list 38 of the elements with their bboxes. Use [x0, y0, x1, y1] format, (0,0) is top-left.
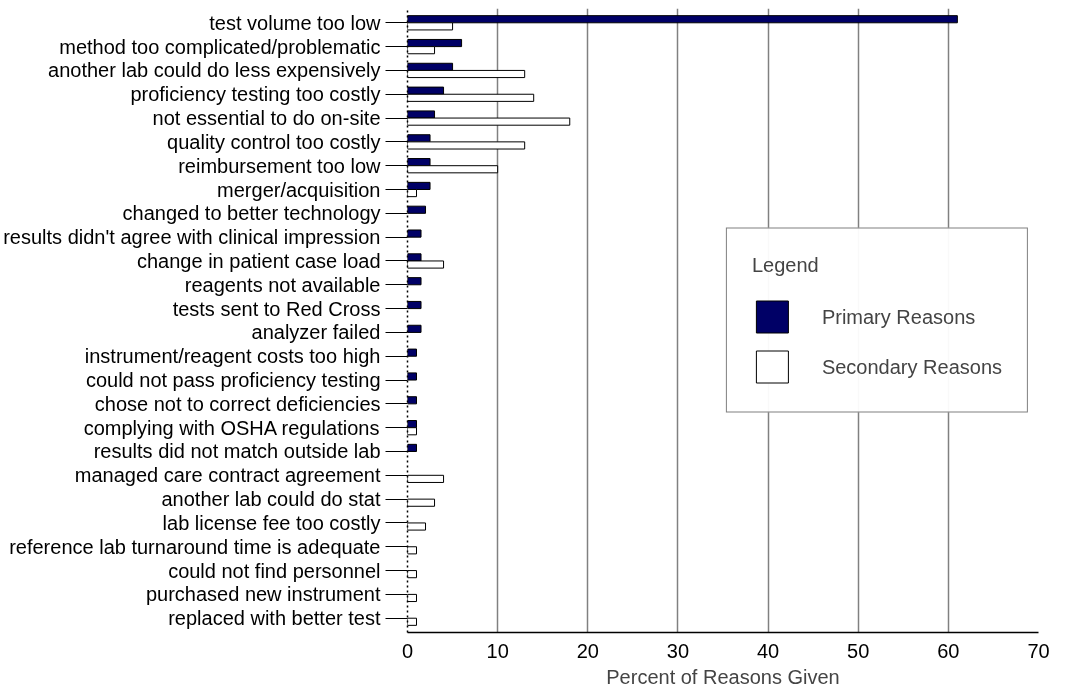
x-tick-label: 0: [401, 639, 414, 662]
y-tick-label: reimbursement too low: [178, 154, 382, 177]
y-tick-label: proficiency testing too costly: [130, 83, 381, 106]
y-tick-label: lab license fee too costly: [162, 511, 381, 534]
y-tick-label: managed care contract agreement: [74, 464, 381, 487]
y-tick-label: results didn't agree with clinical impression: [3, 226, 381, 249]
x-tick-label: 60: [937, 639, 960, 662]
y-tick-label: could not pass proficiency testing: [85, 369, 381, 392]
y-tick-label: results did not match outside lab: [93, 440, 381, 463]
y-tick-label: another lab could do stat: [161, 488, 381, 511]
y-tick-label: not essential to do on-site: [152, 107, 381, 130]
legend-title: Legend: [751, 253, 820, 277]
y-tick-label: could not find personnel: [168, 559, 381, 582]
y-tick-label: analyzer failed: [251, 321, 381, 344]
x-tick-label: 50: [847, 639, 870, 662]
y-tick-label: change in patient case load: [136, 249, 381, 272]
y-tick-label: chose not to correct deficiencies: [94, 392, 381, 415]
y-tick-label: replaced with better test: [168, 607, 381, 630]
y-tick-label: instrument/reagent costs too high: [84, 345, 381, 368]
y-tick-label: test volume too low: [209, 11, 382, 34]
x-tick-label: 20: [576, 639, 599, 662]
x-axis-title: Percent of Reasons Given: [606, 665, 840, 688]
y-tick-label: method too complicated/problematic: [59, 35, 381, 58]
legend-label: Secondary Reasons: [821, 355, 1002, 378]
y-tick-label: reagents not available: [184, 273, 381, 296]
x-tick-label: 70: [1027, 639, 1050, 662]
y-tick-label: merger/acquisition: [217, 178, 381, 201]
legend-label: Primary Reasons: [821, 305, 976, 328]
y-tick-label: complying with OSHA regulations: [83, 416, 380, 439]
y-tick-label: reference lab turnaround time is adequate: [9, 535, 381, 558]
y-tick-label: tests sent to Red Cross: [172, 297, 381, 320]
x-tick-label: 10: [486, 639, 509, 662]
y-tick-label: another lab could do less expensively: [48, 59, 381, 82]
x-tick-label: 40: [756, 639, 780, 662]
x-tick-label: 30: [666, 639, 690, 662]
y-tick-label: quality control too costly: [167, 130, 381, 153]
y-tick-label: purchased new instrument: [145, 583, 381, 606]
y-tick-label: changed to better technology: [122, 202, 381, 225]
